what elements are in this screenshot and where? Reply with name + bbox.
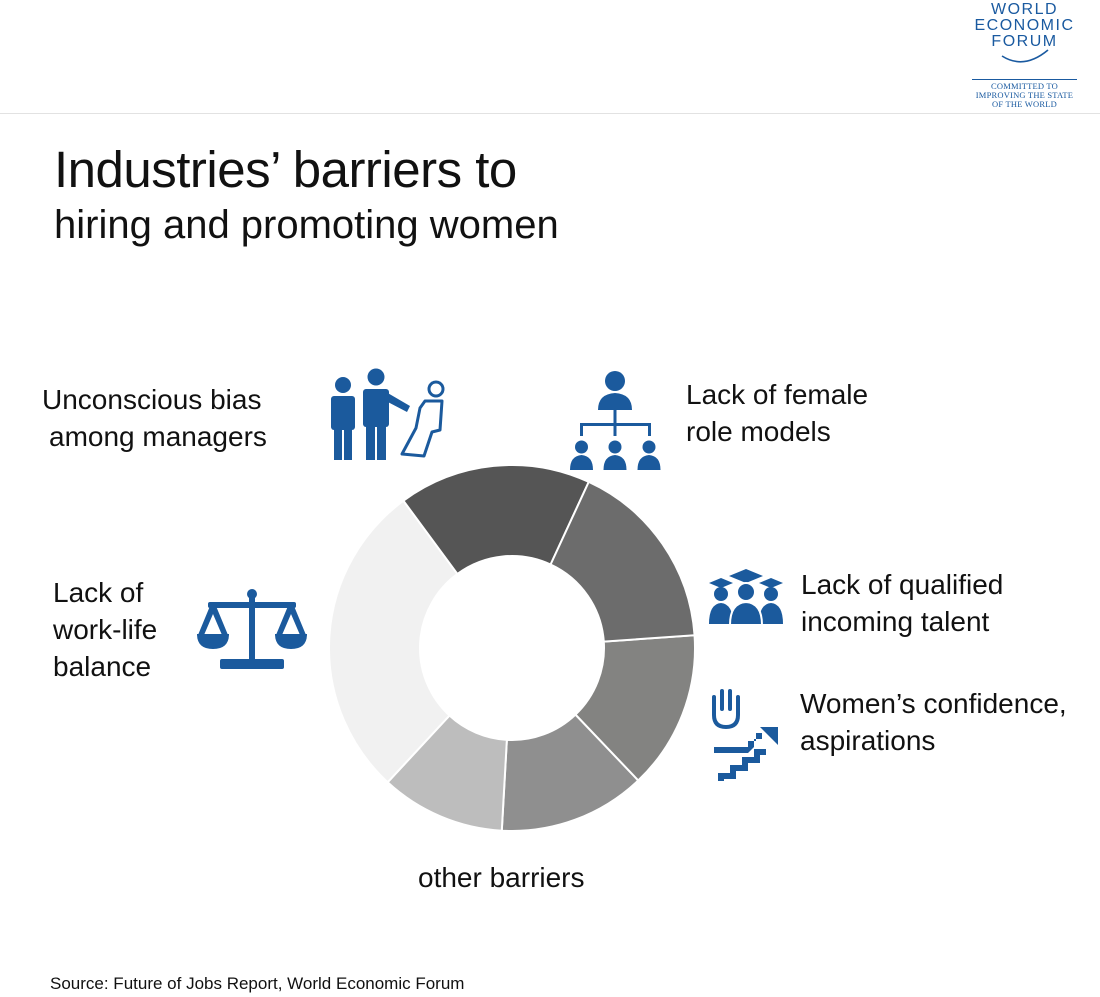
logo-tagline: COMMITTED TO [990,81,1059,91]
source-note: Source: Future of Jobs Report, World Eco… [50,974,465,993]
logo-tagline: IMPROVING THE STATE [975,90,1074,100]
scales-icon [197,589,307,669]
graduates-icon [709,569,783,626]
label-other-barriers: other barriers [418,862,585,893]
managers-bias-icon [331,368,445,460]
hand-stairs-icon [712,689,778,781]
label-role-models: Lack of female role models [686,379,869,447]
label-confidence: Women’s confidence, aspirations [800,688,1067,756]
logo-divider [972,79,1077,80]
logo-word: FORUM [991,33,1058,50]
label-work-life-balance: Lack of work-life balance [53,577,158,682]
logo-word: WORLD [990,1,1059,18]
label-unconscious-bias: Unconscious bias among managers [42,384,267,452]
chart-title: Industries’ barriers to [54,141,517,198]
donut-slice-unconscious-bias-among-managers [549,480,696,643]
org-chart-icon [570,371,661,470]
logo-arc-icon [1001,49,1049,63]
logo-tagline: OF THE WORLD [992,99,1057,109]
donut-slice-other-barriers [328,499,459,784]
header-divider [0,113,1100,114]
donut-slice-lack-of-work-life-balance [402,464,591,576]
chart-subtitle: hiring and promoting women [54,203,559,247]
logo-word: ECONOMIC [974,17,1075,34]
label-qualified-talent: Lack of qualified incoming talent [801,569,1004,637]
wef-logo: WORLD ECONOMIC FORUM COMMITTED TO IMPROV… [962,0,1087,112]
